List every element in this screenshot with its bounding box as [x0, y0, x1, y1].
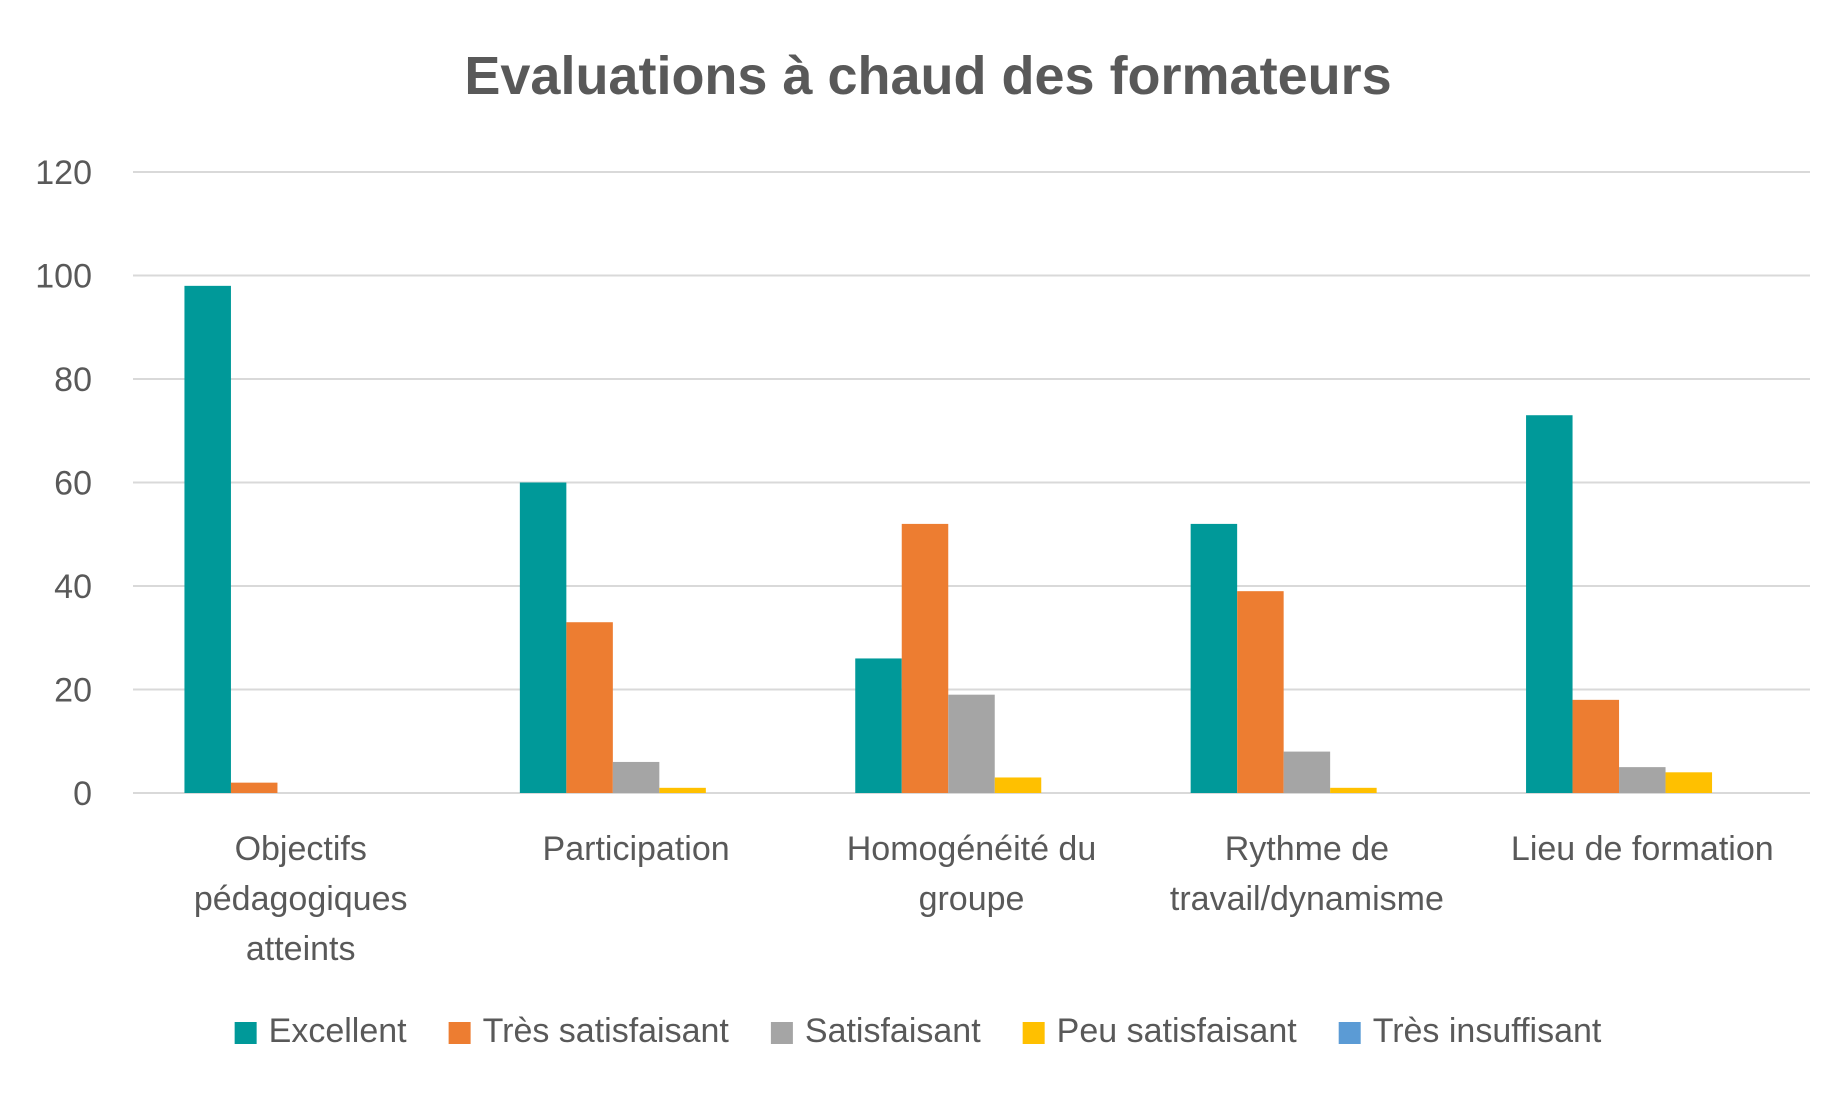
bar-satisfaisant-1 [612, 761, 660, 793]
legend-label: Très insuffisant [1373, 1012, 1602, 1050]
x-category-label-line: Participation [543, 830, 730, 868]
bar-satisfaisant-4 [1619, 767, 1666, 793]
y-tick-label: 100 [35, 258, 92, 296]
bar-excellent-2 [855, 658, 902, 793]
bar-tr-s-satisfaisant-2 [901, 523, 949, 793]
x-category-label-line: groupe [919, 880, 1025, 918]
y-tick-label: 120 [35, 154, 92, 192]
bar-satisfaisant-3 [1283, 751, 1331, 793]
x-category-label-line: pédagogiques [194, 880, 408, 918]
bar-tr-s-satisfaisant-4 [1572, 699, 1620, 793]
bar-peu-satisfaisant-4 [1665, 772, 1713, 793]
legend-swatch [770, 1022, 793, 1044]
legend-swatch [1338, 1022, 1361, 1044]
y-tick-label: 0 [73, 775, 92, 813]
bar-peu-satisfaisant-3 [1330, 787, 1377, 793]
legend-label: Peu satisfaisant [1057, 1012, 1298, 1050]
y-tick-label: 60 [54, 465, 92, 503]
bar-excellent-1 [519, 482, 567, 793]
x-category-label-line: Objectifs [235, 830, 367, 868]
x-category-label: Lieu de formation [1511, 830, 1774, 868]
y-tick-label: 20 [54, 672, 92, 710]
x-category-label-line: atteints [246, 930, 356, 968]
gridlines [133, 171, 1810, 794]
x-category-label-line: travail/dynamisme [1170, 880, 1444, 918]
legend-swatch [1022, 1022, 1045, 1044]
x-category-label: Homogénéité du groupe [847, 830, 1097, 918]
x-category-label: Participation [543, 830, 730, 868]
bar-satisfaisant-2 [948, 694, 995, 793]
y-tick-label: 40 [54, 568, 92, 606]
legend-label: Satisfaisant [805, 1012, 981, 1050]
x-category-label-line: Homogénéité du [847, 830, 1097, 868]
x-category-label: Objectifs pédagogiques atteints [194, 830, 408, 968]
bar-tr-s-satisfaisant-0 [230, 782, 278, 793]
legend-swatch [448, 1022, 471, 1044]
bar-peu-satisfaisant-1 [659, 787, 706, 793]
legend-swatch [234, 1022, 257, 1044]
bar-excellent-0 [184, 285, 231, 793]
bar-tr-s-satisfaisant-3 [1237, 591, 1284, 793]
bar-peu-satisfaisant-2 [994, 777, 1042, 793]
bar-excellent-4 [1526, 415, 1573, 793]
x-category-label-line: Rythme de [1225, 830, 1389, 868]
x-axis-categories: Objectifs pédagogiques atteints Participati… [194, 830, 1774, 968]
bars [184, 285, 1713, 793]
x-category-label-line: Lieu de formation [1511, 830, 1774, 868]
bar-excellent-3 [1190, 523, 1238, 793]
bar-tr-s-satisfaisant-1 [566, 622, 613, 793]
legend-label: Très satisfaisant [483, 1012, 730, 1050]
y-tick-label: 80 [54, 361, 92, 399]
x-category-label: Rythme de travail/dynamisme [1170, 830, 1444, 918]
y-axis-ticks: 0 20 40 60 80 100 120 [35, 154, 92, 813]
legend-label: Excellent [269, 1012, 408, 1050]
chart-title: Evaluations à chaud des formateurs [464, 46, 1391, 106]
legend: Excellent Très satisfaisant Satisfaisant Pe… [234, 1012, 1602, 1050]
